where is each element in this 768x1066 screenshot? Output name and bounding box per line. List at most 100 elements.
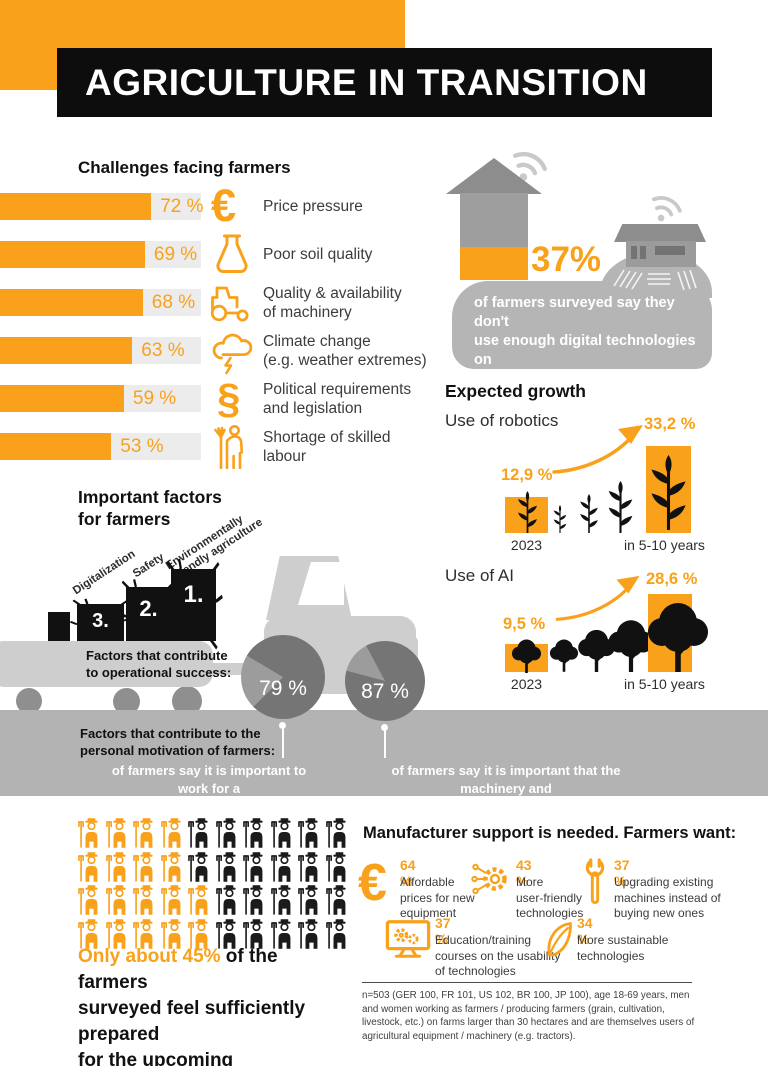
support-label: More sustainable technologies <box>577 933 669 963</box>
field-rows-decoration <box>613 269 697 291</box>
farmer-icon <box>133 852 158 882</box>
pie-value: 87 % <box>361 680 409 703</box>
farmer-icon <box>271 818 296 848</box>
robotics-to-pct: 33,2 % <box>644 415 696 433</box>
support-label: More user-friendly technologies <box>516 875 584 920</box>
bar-fill <box>0 193 152 220</box>
section-sign-icon: § <box>217 375 241 422</box>
wrench-icon <box>585 857 605 905</box>
flask-icon <box>216 234 248 273</box>
bar-label: Shortage of skilled labour <box>263 428 391 465</box>
farmer-icon <box>216 885 241 915</box>
house-roof <box>614 224 706 242</box>
pie-chart-87: 87 % <box>345 641 425 721</box>
farmer-icon <box>326 852 351 882</box>
robotics-to-year: in 5-10 years <box>624 537 705 553</box>
farmer-icon <box>188 818 213 848</box>
storm-cloud-icon <box>212 333 253 375</box>
growth-arrow-icon <box>555 575 640 621</box>
support-pct: 37 % <box>435 915 451 947</box>
farmer-icon <box>106 852 131 882</box>
robotics-from-year: 2023 <box>510 537 543 553</box>
farmer-icon <box>243 818 268 848</box>
farmer-icon <box>161 818 186 848</box>
digital-pct: 37% <box>531 240 602 279</box>
farmer-icon <box>106 818 131 848</box>
personal-motivation-label: Factors that contribute to the personal … <box>80 726 276 758</box>
bar-value: 72 % <box>160 196 204 217</box>
trailer <box>0 641 213 687</box>
farmer-icon <box>326 818 351 848</box>
bar-fill <box>0 289 143 316</box>
challenges-title: Challenges facing farmers <box>78 158 291 177</box>
farmer-icon <box>161 852 186 882</box>
prepared-highlight: Only about 45% <box>78 946 221 967</box>
barn-body <box>460 193 528 248</box>
bar-label: Climate change (e.g. weather extremes) <box>263 332 427 369</box>
hay-bale-3: 3. <box>69 598 132 647</box>
euro-icon: € <box>211 180 237 231</box>
leaf-icon <box>547 922 572 957</box>
connector-dot <box>381 724 388 731</box>
smart-gear-icon <box>471 863 507 895</box>
bar-value: 59 % <box>132 388 177 409</box>
bar-value: 69 % <box>153 244 198 265</box>
ai-to-pct: 28,6 % <box>646 570 698 588</box>
farmer-icon <box>271 852 296 882</box>
prepared-rest: of the farmers surveyed feel sufficientl… <box>78 946 306 1066</box>
robotics-2023-block <box>505 497 548 533</box>
farmer-icon <box>78 885 103 915</box>
bale-rank: 2. <box>139 596 158 621</box>
tractor-icon <box>210 286 249 322</box>
ai-label: Use of AI <box>445 566 514 585</box>
ai-from-year: 2023 <box>510 676 543 692</box>
bar-fill <box>0 385 124 412</box>
barn-orange-band <box>460 247 528 280</box>
farmer-icon <box>298 852 323 882</box>
footnote-text: n=503 (GER 100, FR 101, US 102, BR 100, … <box>362 990 695 1042</box>
corn-icon <box>516 491 539 533</box>
corn-icon <box>552 505 568 533</box>
bar-row: 63 % Climate change (e.g. weather extrem… <box>0 332 430 375</box>
house-window <box>631 246 637 259</box>
bar-value: 68 % <box>151 292 196 313</box>
support-label: Upgrading existing machines instead of b… <box>614 875 721 920</box>
corn-icon <box>578 494 600 533</box>
bar-value: 63 % <box>141 340 185 361</box>
support-pct: 34 % <box>577 915 593 947</box>
farmer-grid <box>78 818 353 952</box>
farmer-icon <box>243 885 268 915</box>
farmer-icon <box>326 885 351 915</box>
bar-fill <box>0 433 112 460</box>
bar-label: Political requirements and legislation <box>263 380 412 417</box>
corn-icon <box>648 455 689 530</box>
bar-row: 53 % Shortage of skilled labour <box>0 425 430 469</box>
farmer-icon <box>188 885 213 915</box>
farmer-icon <box>298 818 323 848</box>
farmer-icon <box>243 852 268 882</box>
page-title: AGRICULTURE IN TRANSITION <box>85 61 648 103</box>
pie-87-text: of farmers say it is important that the … <box>373 763 639 831</box>
support-pct: 43 % <box>516 857 532 889</box>
robotics-from-pct: 12,9 % <box>501 466 553 484</box>
robotics-label: Use of robotics <box>445 411 559 430</box>
monitor-gears-icon <box>385 920 431 958</box>
hay-bale-2: 2. <box>119 579 178 649</box>
growth-arrow-icon <box>552 425 643 474</box>
support-label: Education/training courses on the usabil… <box>435 933 561 978</box>
support-title: Manufacturer support is needed. Farmers … <box>363 824 737 842</box>
pie-chart-79: 79 % <box>241 635 325 719</box>
tree-icon <box>549 638 579 672</box>
farmer-icon <box>188 852 213 882</box>
digital-text: of farmers surveyed say they don't use e… <box>474 295 696 387</box>
tree-icon <box>646 600 710 672</box>
connector-line <box>384 728 386 758</box>
bar-row: 59 % § Political requirements and legisl… <box>0 378 430 420</box>
skilled-labour-icon <box>214 425 243 469</box>
bar-row: 72 % € Price pressure <box>0 183 430 228</box>
bar-value: 53 % <box>120 436 164 457</box>
bale-rank: 3. <box>92 610 109 632</box>
bar-label: Quality & availability of machinery <box>263 284 402 321</box>
farmer-icon <box>216 818 241 848</box>
bale-rank: 1. <box>183 581 204 608</box>
